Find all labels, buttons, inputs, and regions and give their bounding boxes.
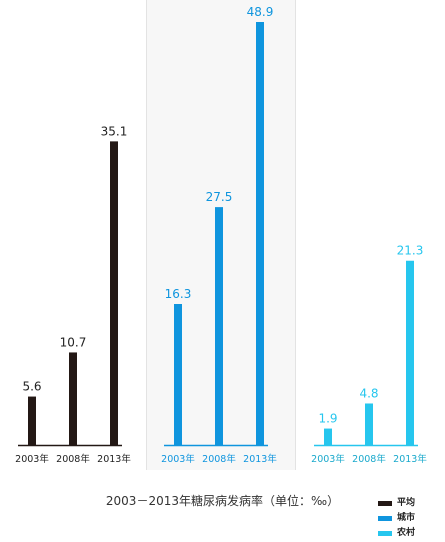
- data-label: 16.3: [165, 287, 192, 301]
- data-label: 4.8: [359, 386, 378, 400]
- chart-title: 2003－2013年糖尿病发病率（单位：‰）: [105, 494, 340, 508]
- data-label: 21.3: [397, 244, 424, 258]
- legend-label-average: 平均: [397, 498, 416, 508]
- legend-item-urban: 城市: [378, 512, 444, 524]
- chart-canvas: 5.6 2003年 10.7 2008年 35.1 2013年 16.3 2003年 27.5 2…: [15, 0, 445, 470]
- legend: 平均 城市 农村: [378, 497, 444, 542]
- x-tick-label: 2013年: [243, 453, 277, 465]
- x-tick-label: 2008年: [56, 453, 90, 465]
- bar: [110, 141, 118, 445]
- x-tick-label: 2013年: [97, 453, 131, 465]
- data-label: 5.6: [22, 380, 41, 394]
- bar: [324, 428, 332, 445]
- bar: [256, 22, 264, 445]
- panel-background: [296, 0, 445, 470]
- bar: [406, 260, 414, 445]
- legend-swatch-rural: [378, 530, 392, 536]
- x-tick-label: 2003年: [15, 453, 49, 465]
- bar: [365, 403, 373, 445]
- data-label: 10.7: [60, 335, 87, 349]
- data-label: 48.9: [247, 5, 274, 19]
- data-label: 1.9: [318, 412, 337, 426]
- x-tick-label: 2008年: [202, 453, 236, 465]
- bar: [174, 304, 182, 445]
- legend-swatch-average: [378, 500, 392, 506]
- legend-swatch-urban: [378, 515, 392, 521]
- x-tick-label: 2003年: [161, 453, 195, 465]
- legend-label-urban: 城市: [397, 513, 416, 523]
- x-tick-label: 2008年: [352, 453, 386, 465]
- bar: [28, 396, 36, 445]
- legend-item-average: 平均: [378, 497, 444, 509]
- x-tick-label: 2003年: [311, 453, 345, 465]
- data-label: 35.1: [101, 124, 128, 138]
- bar: [69, 352, 77, 445]
- x-tick-label: 2013年: [393, 453, 427, 465]
- bar: [215, 207, 223, 445]
- data-label: 27.5: [206, 190, 233, 204]
